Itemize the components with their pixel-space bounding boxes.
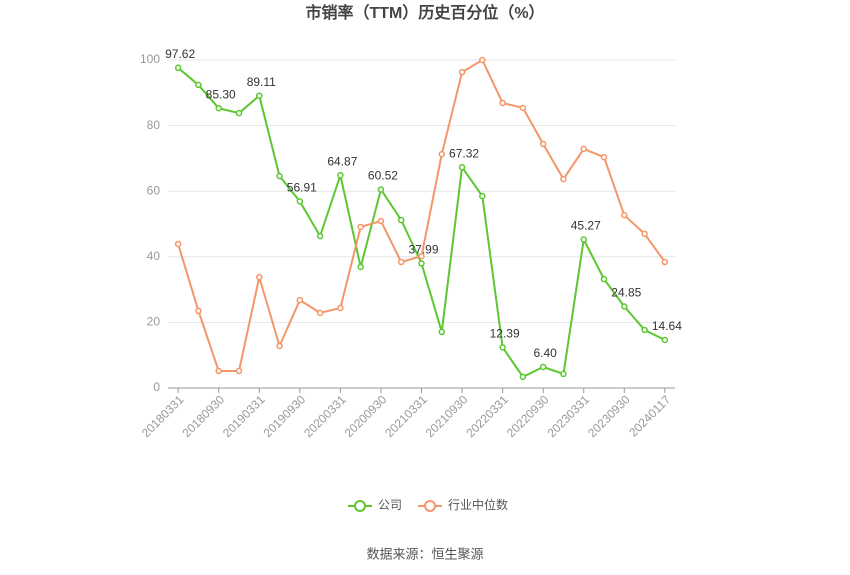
point bbox=[458, 68, 466, 76]
legend-marker bbox=[424, 500, 437, 512]
x-tick-label: 20210331 bbox=[382, 392, 430, 440]
point bbox=[560, 175, 567, 183]
point bbox=[560, 370, 567, 378]
point bbox=[479, 192, 486, 200]
point bbox=[397, 216, 405, 224]
point bbox=[235, 109, 243, 117]
point bbox=[600, 275, 608, 283]
point bbox=[438, 150, 446, 158]
x-tick-label: 20230930 bbox=[585, 392, 633, 440]
legend-label: 公司 bbox=[378, 498, 402, 512]
point bbox=[539, 140, 547, 148]
point bbox=[377, 186, 385, 193]
point bbox=[661, 258, 669, 266]
data-label: 56.91 bbox=[287, 181, 317, 195]
x-tick-label: 20230331 bbox=[544, 392, 592, 440]
point bbox=[276, 342, 283, 350]
point bbox=[215, 367, 222, 375]
x-tick-label: 20180331 bbox=[139, 392, 187, 440]
point bbox=[215, 104, 222, 112]
x-tick-label: 20220930 bbox=[504, 392, 552, 440]
point bbox=[499, 99, 506, 107]
source: 数据来源：恒生聚源 bbox=[366, 546, 483, 561]
point bbox=[235, 367, 243, 375]
point bbox=[316, 232, 324, 240]
data-label: 89.11 bbox=[247, 75, 276, 89]
y-tick-label: 20 bbox=[147, 315, 161, 329]
point bbox=[357, 223, 364, 231]
point bbox=[438, 328, 446, 336]
data-label: 45.27 bbox=[571, 219, 601, 233]
x-tick-label: 20190331 bbox=[220, 392, 268, 440]
point bbox=[600, 153, 608, 161]
point bbox=[337, 304, 344, 312]
point bbox=[397, 258, 405, 266]
point bbox=[580, 236, 587, 243]
series-line bbox=[177, 58, 666, 372]
y-tick-label: 40 bbox=[147, 249, 161, 263]
point bbox=[539, 363, 547, 371]
data-label: 24.85 bbox=[611, 286, 641, 300]
point bbox=[377, 217, 385, 225]
chart-title: 市销率（TTM）历史百分位（%） bbox=[305, 3, 544, 22]
point bbox=[357, 263, 364, 271]
data-label: 14.64 bbox=[652, 319, 682, 333]
legend-marker bbox=[354, 500, 366, 512]
x-tick-label: 20220331 bbox=[463, 392, 511, 440]
x-tick-label: 20200331 bbox=[301, 392, 349, 440]
point bbox=[661, 336, 669, 344]
data-label: 67.32 bbox=[449, 146, 479, 160]
point bbox=[174, 240, 182, 248]
point bbox=[641, 326, 648, 334]
point bbox=[499, 344, 506, 351]
x-tick-label: 20210930 bbox=[423, 392, 471, 440]
point bbox=[519, 104, 527, 112]
legend-label: 行业中位数 bbox=[448, 497, 508, 512]
point bbox=[195, 81, 202, 89]
point bbox=[296, 296, 304, 304]
y-tick-label: 80 bbox=[147, 118, 161, 132]
x-tick-label: 20180930 bbox=[179, 392, 227, 440]
data-label: 12.39 bbox=[490, 327, 520, 341]
point bbox=[256, 273, 263, 281]
point bbox=[296, 198, 304, 205]
point bbox=[458, 163, 466, 171]
y-tick-label: 60 bbox=[147, 183, 161, 197]
point bbox=[418, 252, 425, 260]
point bbox=[316, 309, 324, 317]
point bbox=[621, 303, 628, 310]
y-tick-label: 100 bbox=[140, 52, 160, 66]
point bbox=[256, 92, 263, 99]
y-tick-label: 0 bbox=[153, 380, 160, 394]
point bbox=[337, 171, 344, 179]
data-label: 60.52 bbox=[368, 169, 398, 183]
x-tick-label: 20190930 bbox=[261, 392, 309, 440]
point bbox=[174, 64, 182, 72]
data-label: 97.62 bbox=[165, 47, 195, 61]
point bbox=[195, 307, 202, 315]
point bbox=[418, 260, 425, 267]
point bbox=[621, 211, 628, 219]
point bbox=[641, 230, 648, 238]
data-label: 64.87 bbox=[327, 154, 357, 168]
x-tick-label: 20240117 bbox=[626, 392, 673, 439]
point bbox=[580, 145, 587, 153]
point bbox=[479, 56, 486, 64]
point bbox=[276, 172, 283, 180]
x-tick-label: 20200930 bbox=[342, 392, 390, 440]
data-label: 85.30 bbox=[206, 87, 236, 101]
point bbox=[519, 373, 527, 381]
data-label: 6.40 bbox=[534, 346, 558, 360]
